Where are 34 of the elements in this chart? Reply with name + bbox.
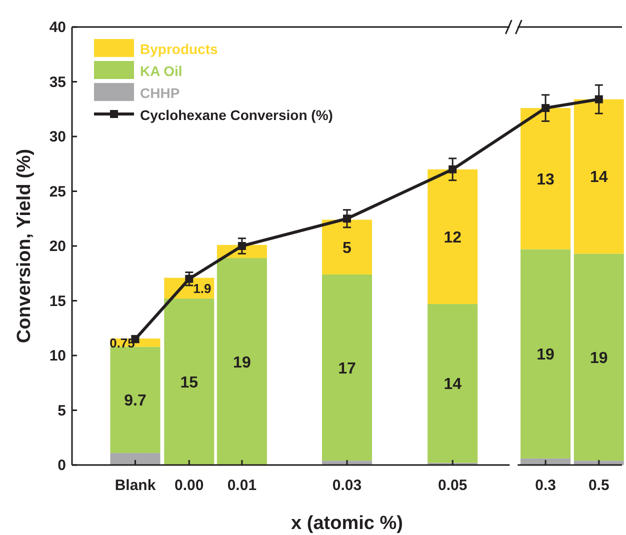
- legend-label: KA Oil: [140, 63, 182, 79]
- x-tick-label: 0.01: [227, 477, 257, 494]
- y-tick-label: 25: [49, 183, 66, 200]
- x-tick-label: 0.05: [438, 477, 468, 494]
- data-label: 9.7: [124, 392, 146, 410]
- legend-label: Byproducts: [140, 41, 218, 57]
- data-label: 19: [536, 346, 555, 364]
- data-label: 13: [536, 171, 555, 188]
- legend-label: Cyclohexane Conversion (%): [140, 107, 333, 123]
- data-label: 15: [180, 374, 198, 392]
- y-tick-label: 30: [49, 128, 66, 146]
- y-tick-label: 0: [58, 457, 66, 474]
- data-label: 19: [233, 354, 251, 372]
- x-axis-title: x (atomic %): [291, 513, 403, 534]
- y-tick-label: 40: [49, 19, 66, 36]
- data-label: 12: [444, 229, 462, 246]
- x-tick-label: 0.03: [332, 477, 362, 494]
- data-label: 17: [338, 360, 356, 378]
- data-label: 19: [590, 350, 608, 367]
- x-tick-label: Blank: [114, 477, 156, 494]
- data-label: 14: [444, 376, 462, 394]
- data-label: 5: [342, 240, 352, 257]
- legend-label: CHHP: [140, 85, 180, 101]
- y-tick-label: 15: [49, 292, 66, 310]
- y-tick-label: 10: [49, 348, 66, 364]
- data-label: 14: [590, 169, 608, 186]
- x-tick-label: 0.00: [174, 477, 204, 494]
- y-tick-label: 35: [49, 74, 66, 91]
- x-tick-label: 0.5: [588, 477, 610, 494]
- y-tick-label: 5: [58, 402, 66, 420]
- data-label: 1.9: [193, 280, 212, 296]
- y-axis-title: Conversion, Yield (%): [14, 148, 35, 344]
- x-tick-label: 0.3: [535, 477, 556, 494]
- y-tick-label: 20: [49, 238, 66, 255]
